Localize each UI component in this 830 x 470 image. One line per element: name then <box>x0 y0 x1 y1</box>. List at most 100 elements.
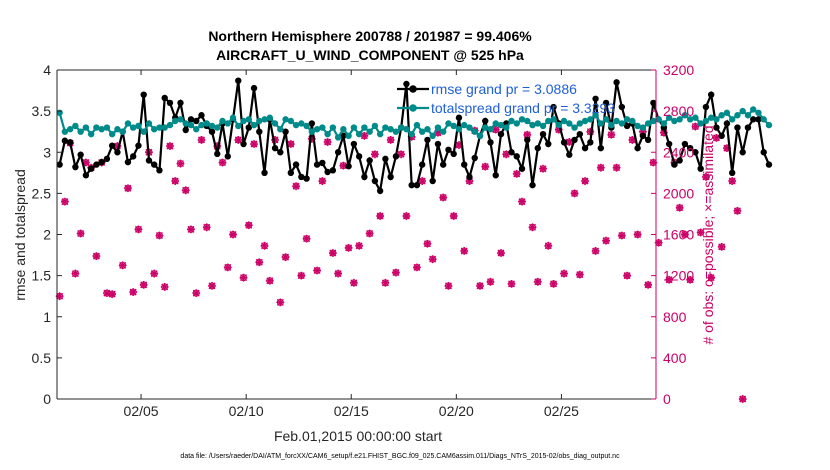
rmse-point <box>581 144 589 152</box>
rmse-point <box>98 158 105 166</box>
totalspread-point <box>471 128 478 135</box>
totalspread-point <box>140 128 147 135</box>
totalspread-point <box>145 120 153 127</box>
rmse-point <box>324 168 331 176</box>
rmse-point <box>93 161 100 168</box>
totalspread-point <box>392 128 400 135</box>
totalspread-point <box>108 130 116 138</box>
totalspread-point <box>728 116 736 123</box>
totalspread-point <box>350 124 358 131</box>
obs-assimilated-point <box>449 212 458 220</box>
rmse-point <box>665 140 673 148</box>
rmse-point <box>140 91 147 98</box>
totalspread-point <box>172 117 179 125</box>
totalspread-point <box>445 120 452 127</box>
obs-assimilated-point <box>628 136 637 144</box>
y-right-tick-label: 2800 <box>663 103 694 119</box>
obs-assimilated-point <box>591 247 600 255</box>
obs-assimilated-point <box>255 258 264 267</box>
totalspread-point <box>308 128 316 135</box>
rmse-point <box>177 99 184 107</box>
totalspread-point <box>240 117 247 125</box>
rmse-point <box>534 144 541 152</box>
rmse-point <box>240 140 247 148</box>
rmse-point <box>66 139 74 146</box>
rmse-point <box>329 167 337 174</box>
obs-assimilated-point <box>202 223 211 232</box>
totalspread-point <box>681 112 689 119</box>
y-right-tick-label: 0 <box>663 391 671 407</box>
x-tick-label: 02/05 <box>124 403 159 419</box>
rmse-point <box>319 159 326 167</box>
obs-assimilated-point <box>113 142 122 150</box>
obs-assimilated-point <box>654 238 663 247</box>
obs-assimilated-point <box>586 127 595 136</box>
totalspread-point <box>602 116 610 123</box>
rmse-point <box>198 112 205 119</box>
totalspread-point <box>119 128 126 135</box>
totalspread-point <box>760 116 767 123</box>
totalspread-point <box>203 120 210 127</box>
obs-assimilated-point <box>460 247 469 255</box>
rmse-point <box>256 128 263 135</box>
rmse-point <box>471 154 478 162</box>
y-right-tick-label: 1600 <box>663 227 694 243</box>
data-file-footer: data file: /Users/raeder/DAI/ATM_forcXX/… <box>180 453 620 460</box>
totalspread-point <box>408 130 415 138</box>
obs-assimilated-point <box>644 280 653 289</box>
x-tick-label: 02/20 <box>439 403 474 419</box>
obs-assimilated-point <box>649 158 658 167</box>
obs-assimilated-point <box>187 225 195 234</box>
rmse-point <box>545 140 552 148</box>
totalspread-point <box>466 124 473 131</box>
obs-assimilated-point <box>528 223 537 232</box>
obs-assimilated-point <box>271 136 279 144</box>
x-tick-label: 02/25 <box>544 403 579 419</box>
rmse-point <box>413 181 421 189</box>
rmse-point <box>508 149 515 156</box>
totalspread-point <box>355 130 363 138</box>
obs-assimilated-point <box>738 395 747 403</box>
totalspread-point <box>382 124 389 131</box>
totalspread-point <box>424 126 431 133</box>
totalspread-point <box>545 117 552 125</box>
totalspread-point <box>371 122 379 130</box>
totalspread-point <box>518 116 526 123</box>
rmse-point <box>524 136 531 144</box>
obs-assimilated-point <box>349 278 358 287</box>
totalspread-point <box>235 122 242 130</box>
rmse-point <box>235 77 242 84</box>
obs-assimilated-point <box>707 273 716 282</box>
rmse-point <box>671 161 678 168</box>
rmse-point <box>350 140 358 148</box>
obs-assimilated-point <box>497 249 505 257</box>
rmse-point <box>482 117 489 125</box>
rmse-point <box>497 130 505 138</box>
obs-assimilated-point <box>344 243 353 252</box>
y-axis-right-label: # of obs: o=possible; ×=assimilated <box>700 125 716 344</box>
totalspread-point <box>271 120 279 127</box>
rmse-point <box>345 163 352 170</box>
plot-area <box>55 70 773 403</box>
obs-assimilated-point <box>554 125 563 134</box>
totalspread-point <box>539 122 547 130</box>
rmse-point <box>539 130 547 138</box>
totalspread-point <box>98 126 105 133</box>
rmse-point <box>692 149 699 156</box>
rmse-point <box>728 169 736 177</box>
rmse-point <box>292 161 300 168</box>
rmse-point <box>103 155 111 163</box>
totalspread-point <box>461 121 468 129</box>
rmse-point <box>550 103 557 111</box>
totalspread-point <box>655 116 662 123</box>
obs-assimilated-point <box>659 128 668 137</box>
totalspread-point <box>214 124 221 131</box>
y-left-tick-label: 2.5 <box>32 185 52 201</box>
obs-assimilated-point <box>680 230 689 239</box>
totalspread-point <box>129 124 137 131</box>
obs-assimilated-point <box>523 130 532 139</box>
totalspread-point <box>608 121 615 129</box>
obs-assimilated-point <box>365 229 374 238</box>
totalspread-point <box>555 121 562 129</box>
